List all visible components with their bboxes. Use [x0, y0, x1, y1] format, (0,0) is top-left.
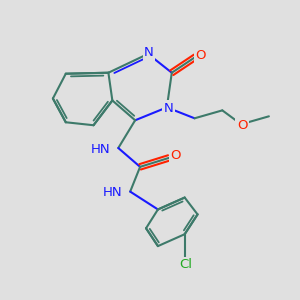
Text: O: O: [237, 119, 247, 132]
Text: O: O: [195, 50, 206, 62]
Text: Cl: Cl: [179, 258, 192, 272]
Text: N: N: [144, 46, 154, 59]
Text: HN: HN: [103, 186, 122, 199]
Text: HN: HN: [91, 142, 110, 155]
Text: N: N: [164, 102, 174, 115]
Text: O: O: [170, 149, 181, 162]
